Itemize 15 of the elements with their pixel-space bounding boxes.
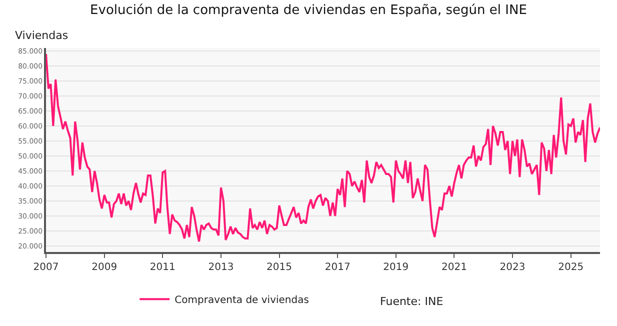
x-tick-label: 2011 [150,262,176,273]
x-tick-label: 2009 [92,262,118,273]
source-note: Fuente: INE [380,295,444,308]
x-tick-label: 2021 [442,262,467,273]
legend-label: Compraventa de viviendas [174,295,309,306]
line-series [46,53,600,242]
x-tick-label: 2013 [208,262,234,273]
x-tick-label: 2007 [33,262,59,273]
x-tick-label: 2017 [324,262,350,273]
x-tick-label: 2025 [558,262,584,273]
x-tick-label: 2019 [383,262,409,273]
chart-title: Evolución de la compraventa de viviendas en España, según el INE [90,2,527,18]
x-tick-label: 2015 [266,262,292,273]
x-tick-label: 2023 [500,262,526,273]
y-axis-title: Viviendas [15,29,68,42]
